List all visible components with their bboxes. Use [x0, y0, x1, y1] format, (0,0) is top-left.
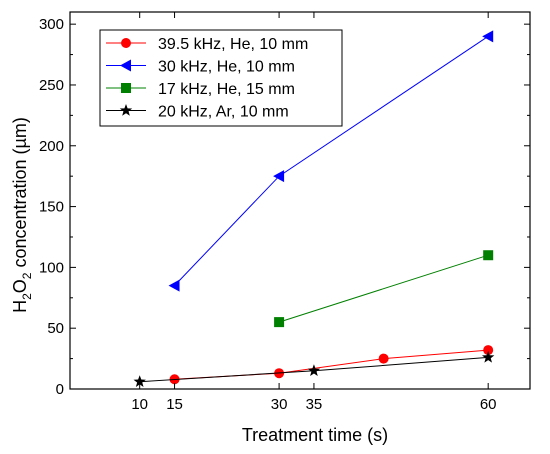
plot-frame	[69, 11, 531, 390]
y-tick-label: 100	[39, 259, 64, 276]
legend-label: 20 kHz, Ar, 10 mm	[158, 104, 289, 121]
y-tick-label: 150	[39, 199, 64, 216]
x-tick-label: 30	[271, 396, 288, 413]
legend-label: 17 kHz, He, 15 mm	[158, 81, 295, 98]
legend-item: 30 kHz, He, 10 mm	[106, 59, 295, 76]
series-1	[169, 345, 494, 385]
legend-swatch-marker	[121, 38, 131, 48]
x-axis-title: Treatment time (s)	[242, 425, 388, 445]
x-tick-label: 10	[131, 396, 148, 413]
series-3	[274, 250, 494, 328]
data-point	[274, 317, 285, 328]
legend-item: 17 kHz, He, 15 mm	[106, 81, 295, 98]
legend-swatch-marker	[120, 59, 131, 72]
y-tick-label: 200	[39, 138, 64, 155]
data-point	[482, 30, 494, 43]
data-point	[483, 250, 494, 261]
data-point	[133, 375, 146, 387]
plot-area	[133, 30, 495, 387]
data-point	[482, 350, 495, 363]
legend-item: 20 kHz, Ar, 10 mm	[106, 104, 289, 121]
data-point	[273, 170, 285, 183]
series-4	[133, 350, 495, 387]
axes: 0 50 100 150 200 250 300 10 15 30 35 60	[39, 11, 531, 413]
series-line	[278, 254, 489, 323]
y-tick-label: 0	[56, 381, 64, 398]
legend-item: 39.5 kHz, He, 10 mm	[106, 36, 308, 53]
series-line	[174, 349, 489, 380]
legend-swatch-marker	[119, 104, 133, 116]
y-tick-label: 250	[39, 77, 64, 94]
data-point	[307, 364, 321, 377]
legend: 39.5 kHz, He, 10 mm 30 kHz, He, 10 mm 17 k…	[99, 29, 343, 127]
y-tick-label: 300	[39, 16, 64, 33]
x-tick-label: 15	[166, 396, 183, 413]
x-tick-label: 60	[480, 396, 497, 413]
series-2	[168, 30, 494, 292]
legend-label: 30 kHz, He, 10 mm	[158, 59, 295, 76]
x-tick-label: 35	[306, 396, 323, 413]
legend-swatch-marker	[121, 83, 131, 93]
y-axis-title: H2O2 concentration (µm)	[10, 117, 34, 313]
legend-label: 39.5 kHz, He, 10 mm	[158, 36, 308, 53]
y-tick-label: 50	[47, 320, 64, 337]
data-point	[168, 279, 180, 292]
data-point	[483, 345, 494, 356]
data-point	[378, 353, 389, 364]
